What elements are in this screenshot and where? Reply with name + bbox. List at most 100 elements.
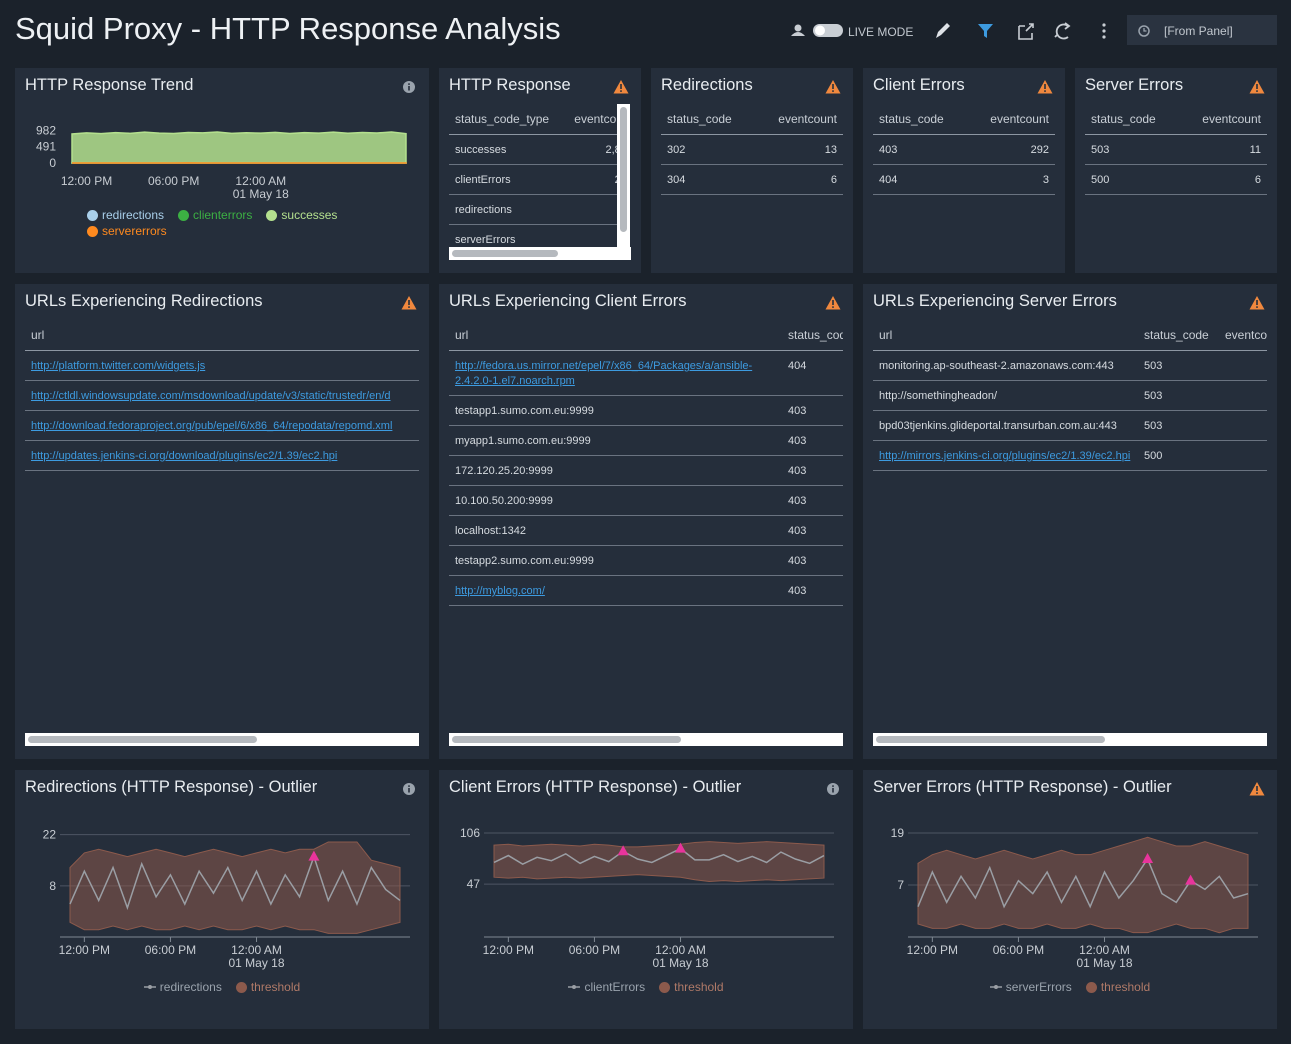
table-cell: 11 [1185, 135, 1267, 165]
table-cell: 3 [973, 165, 1055, 195]
url-link[interactable]: http://ctldl.windowsupdate.com/msdownloa… [31, 390, 391, 402]
legend-swatch [87, 210, 98, 221]
warning-dot [832, 306, 834, 308]
header-row: status_codeeventcount [661, 104, 843, 135]
table-cell [1219, 351, 1267, 381]
table-cell: 6 [1185, 165, 1267, 195]
warning-mark [1256, 84, 1258, 89]
chart-plot: 0491982 [15, 68, 429, 273]
table-cell: 403 [782, 456, 843, 486]
table-cell: 172.120.25.20:9999 [449, 456, 782, 486]
legend-item[interactable]: servererrors [87, 224, 167, 238]
url-link[interactable]: http://fedora.us.mirror.net/epel/7/x86_6… [455, 360, 752, 387]
table-viewport: urlstatus_codeeventcountmonitoring.ap-so… [873, 320, 1267, 730]
warning-icon[interactable] [825, 79, 841, 95]
cell-text: 172.120.25.20:9999 [455, 465, 553, 477]
cell-text: testapp2.sumo.com.eu:9999 [455, 555, 594, 567]
table-row: http://somethingheadon/503 [873, 381, 1267, 411]
scrollbar-thumb[interactable] [876, 736, 1105, 743]
warning-icon[interactable] [613, 79, 629, 95]
cell-text: 500 [1091, 174, 1109, 186]
y-tick-label: 19 [891, 826, 905, 840]
user-icon[interactable] [791, 25, 805, 37]
legend-item[interactable]: serverErrors [990, 980, 1072, 994]
x-tick-label: 12:00 PM [47, 175, 127, 188]
table-cell: 13 [761, 135, 843, 165]
table-row: http://myblog.com/403 [449, 576, 843, 606]
legend-item[interactable]: redirections [87, 208, 164, 222]
legend-item[interactable]: threshold [1086, 980, 1150, 994]
legend-item[interactable]: successes [266, 208, 337, 222]
live-mode-label: LIVE MODE [848, 25, 913, 39]
clock-icon [1137, 24, 1151, 38]
url-link[interactable]: http://myblog.com/ [455, 585, 545, 597]
scrollbar-thumb[interactable] [452, 250, 558, 257]
legend-item[interactable]: clienterrors [178, 208, 252, 222]
legend-dot [572, 985, 576, 989]
legend: redirections threshold [15, 980, 429, 994]
legend-item[interactable]: redirections [144, 980, 222, 994]
cell-text: monitoring.ap-southeast-2.amazonaws.com:… [879, 360, 1114, 372]
header-row: status_code_typeeventcount [449, 104, 617, 135]
refresh-icon[interactable] [1055, 23, 1069, 39]
toolbar-icons [785, 15, 1125, 47]
scrollbar-thumb[interactable] [452, 736, 681, 743]
table-cell: clientErrors [449, 165, 559, 195]
table-row: myapp1.sumo.com.eu:9999403 [449, 426, 843, 456]
more-icon[interactable] [1102, 23, 1105, 38]
warning-icon[interactable] [401, 295, 417, 311]
table-cell: 302 [661, 135, 761, 165]
filter-icon[interactable] [978, 24, 993, 38]
table-row: 304 6 [661, 165, 843, 195]
x-tick-label: 12:00 PM [44, 944, 124, 957]
warning-icon[interactable] [825, 295, 841, 311]
table-cell: 19 [559, 195, 617, 225]
share-icon[interactable] [1019, 24, 1033, 39]
legend-item[interactable]: clientErrors [568, 980, 645, 994]
url-link[interactable]: http://platform.twitter.com/widgets.js [31, 360, 205, 372]
legend-label: clientErrors [584, 980, 645, 994]
header-row: urlstatus_code [449, 320, 843, 351]
x-tick-label: 06:00 PM [134, 175, 214, 188]
cell-text: 6 [1255, 174, 1261, 186]
y-tick-label: 8 [49, 879, 56, 893]
cell-text: 403 [788, 585, 806, 597]
cell-text: 6 [831, 174, 837, 186]
table-cell: 403 [782, 516, 843, 546]
cell-text: 10.100.50.200:9999 [455, 495, 553, 507]
warning-icon[interactable] [1249, 79, 1265, 95]
legend-item[interactable]: threshold [236, 980, 300, 994]
url-link[interactable]: http://updates.jenkins-ci.org/download/p… [31, 450, 337, 462]
url-link[interactable]: http://download.fedoraproject.org/pub/ep… [31, 420, 392, 432]
cell-text: 302 [667, 144, 685, 156]
warning-mark [1044, 84, 1046, 89]
cell-text: localhost:1342 [455, 525, 526, 537]
cell-text: myapp1.sumo.com.eu:9999 [455, 435, 591, 447]
table-row: http://platform.twitter.com/widgets.js [25, 351, 419, 381]
legend-item[interactable]: threshold [659, 980, 723, 994]
table-viewport: status_codeeventcount 302 13 304 6 [661, 104, 843, 247]
table-viewport: urlhttp://platform.twitter.com/widgets.j… [25, 320, 419, 730]
time-range-box[interactable]: [From Panel] [1127, 15, 1277, 45]
cell-text: 304 [667, 174, 685, 186]
scrollbar-thumb[interactable] [28, 736, 257, 743]
warning-dot [1044, 90, 1046, 92]
warning-icon[interactable] [1037, 79, 1053, 95]
data-table: status_codeeventcount503115006 [1085, 104, 1267, 195]
warning-icon[interactable] [1249, 295, 1265, 311]
scrollbar-thumb[interactable] [620, 107, 627, 232]
table-row: monitoring.ap-southeast-2.amazonaws.com:… [873, 351, 1267, 381]
edit-icon[interactable] [936, 23, 950, 38]
cell-text: successes [455, 144, 506, 156]
x-tick-label: 06:00 PM [978, 944, 1058, 957]
table-row: localhost:1342 403 [449, 516, 843, 546]
panel-title: Client Errors [873, 76, 965, 95]
table-row: http://ctldl.windowsupdate.com/msdownloa… [25, 381, 419, 411]
legend-label: redirections [102, 208, 164, 222]
column-header: eventcount [559, 104, 617, 135]
url-link[interactable]: http://mirrors.jenkins-ci.org/plugins/ec… [879, 450, 1130, 462]
column-header: status_code_type [449, 104, 559, 135]
table-cell: 10.100.50.200:9999 [449, 486, 782, 516]
table-row: 172.120.25.20:9999 403 [449, 456, 843, 486]
warning-dot [620, 90, 622, 92]
